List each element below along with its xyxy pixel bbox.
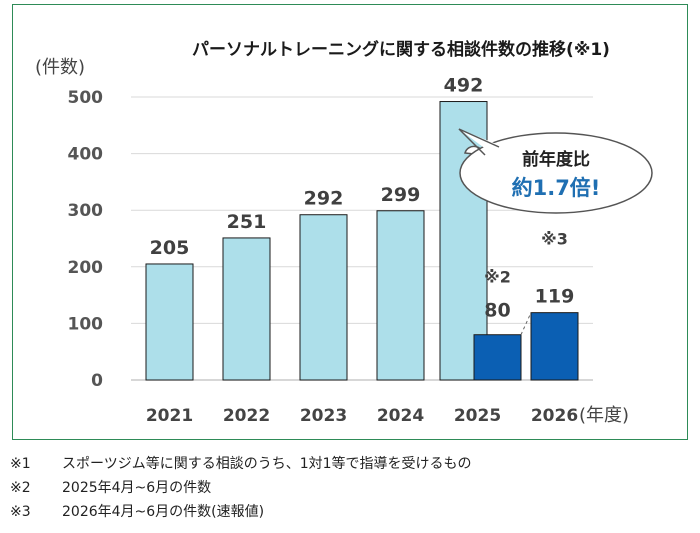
bar-2022-series-1: [222, 237, 271, 381]
x-axis-unit-label: (年度): [579, 405, 629, 426]
footnote-2: ※2 2025年4月~6月の件数: [10, 476, 690, 500]
y-tick-label: 0: [91, 371, 103, 391]
note-3-label: ※3: [541, 230, 568, 249]
x-tick-label: 2022: [223, 406, 270, 426]
bar-2023-series-1: [299, 214, 348, 381]
chart-frame: パーソナルトレーニングに関する相談件数の推移(※1) (件数) (年度) 0 10…: [12, 4, 688, 440]
footnote-3-mark: ※3: [10, 504, 31, 520]
callout-bubble-body: [459, 132, 653, 214]
footnote-1: ※1 スポーツジム等に関する相談のうち、1対1等で指導を受けるもの: [10, 452, 690, 476]
bars: [145, 101, 579, 381]
note-2-label: ※2: [484, 268, 511, 287]
x-tick-label: 2026: [531, 406, 578, 426]
y-tick-label: 200: [68, 258, 104, 278]
footnote-3-text: 2026年4月~6月の件数(速報値): [62, 504, 265, 520]
data-label: 119: [535, 286, 575, 308]
bar-chart: パーソナルトレーニングに関する相談件数の推移(※1) (件数) (年度) 0 10…: [35, 39, 653, 426]
bar-2021-series-1: [145, 263, 194, 381]
data-label: 251: [227, 211, 267, 233]
y-axis-unit-label: (件数): [35, 57, 85, 78]
x-tick-label: 2025: [454, 406, 501, 426]
y-tick-label: 400: [68, 145, 104, 165]
data-labels: 205 251 292 299 492 119 80: [150, 75, 575, 322]
x-axis-ticks: 2021 2022 2023 2024 2025 2026: [146, 406, 578, 426]
bar-2025-series-2: [473, 334, 522, 381]
footnotes: ※1 スポーツジム等に関する相談のうち、1対1等で指導を受けるもの ※2 2025年…: [10, 452, 690, 524]
grid-lines: [131, 96, 593, 381]
footnote-1-mark: ※1: [10, 456, 31, 472]
data-label: 80: [484, 300, 510, 322]
footnote-2-text: 2025年4月~6月の件数: [62, 480, 212, 496]
data-label: 492: [444, 75, 484, 97]
y-tick-label: 300: [68, 201, 104, 221]
connector-dashed-line: [520, 312, 532, 335]
x-tick-label: 2021: [146, 406, 193, 426]
footnote-1-text: スポーツジム等に関する相談のうち、1対1等で指導を受けるもの: [62, 456, 472, 472]
data-label: 205: [150, 237, 190, 259]
bar-2026-series-2: [530, 312, 579, 381]
callout-line-2: 約1.7倍!: [512, 176, 601, 200]
y-axis-ticks: 0 100 200 300 400 500: [68, 88, 104, 391]
x-tick-label: 2023: [300, 406, 347, 426]
footnote-3: ※3 2026年4月~6月の件数(速報値): [10, 500, 690, 524]
footnote-2-mark: ※2: [10, 480, 31, 496]
data-label: 299: [381, 184, 421, 206]
bar-2024-series-1: [376, 210, 425, 381]
data-label: 292: [304, 188, 344, 210]
callout-line-1: 前年度比: [522, 149, 590, 170]
callout-bubble: 前年度比 約1.7倍!: [458, 128, 653, 214]
y-tick-label: 100: [68, 314, 104, 334]
chart-title: パーソナルトレーニングに関する相談件数の推移(※1): [192, 39, 610, 60]
x-tick-label: 2024: [377, 406, 424, 426]
y-tick-label: 500: [68, 88, 104, 108]
